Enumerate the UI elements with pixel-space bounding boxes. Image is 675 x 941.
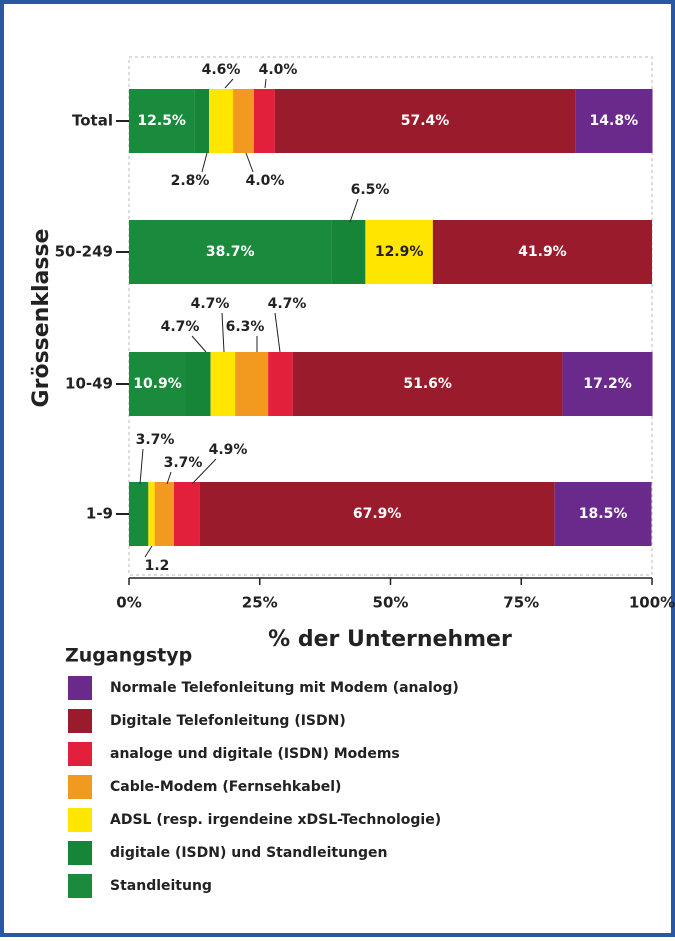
leader-line [191, 335, 207, 353]
leader-line [349, 198, 359, 223]
legend-label: Cable-Modem (Fernsehkabel) [110, 779, 341, 795]
bar-segment [129, 352, 187, 416]
legend-label: Digitale Telefonleitung (ISDN) [110, 713, 346, 729]
plot-frame [128, 56, 653, 576]
leader-line [201, 152, 208, 173]
bar-segment [186, 352, 211, 416]
value-label: 4.7% [191, 296, 230, 312]
bar-segment [268, 352, 293, 416]
legend-label: digitale (ISDN) und Standleitungen [110, 845, 388, 861]
value-label: 57.4% [401, 113, 450, 129]
legend-label: ADSL (resp. irgendeine xDSL-Technologie) [110, 812, 441, 828]
bar-segment [562, 352, 653, 416]
value-label: 4.9% [209, 442, 248, 458]
bar-segment [292, 352, 563, 416]
legend-swatch [68, 709, 92, 733]
leader-line [274, 312, 281, 353]
leader-line [191, 458, 217, 485]
leader-line [245, 152, 254, 173]
bar-segment [210, 352, 236, 416]
value-label: 4.7% [161, 319, 200, 335]
value-label: 4.0% [246, 173, 285, 189]
value-label: 17.2% [583, 376, 632, 392]
value-label: 12.5% [137, 113, 186, 129]
bar-segment [154, 482, 174, 546]
value-label: 14.8% [590, 113, 639, 129]
bar-segment [432, 220, 652, 284]
legend-swatch [68, 775, 92, 799]
legend-label: analoge und digitale (ISDN) Modems [110, 746, 400, 762]
bar-segment [129, 220, 332, 284]
bar-segment [554, 482, 652, 546]
bar-segment [148, 482, 155, 546]
value-label: 4.7% [268, 296, 307, 312]
x-tick-label: 0% [116, 594, 141, 612]
value-label: 2.8% [171, 173, 210, 189]
bar-segment [129, 482, 149, 546]
value-label: 51.6% [403, 376, 452, 392]
value-label: 4.6% [202, 62, 241, 78]
bar-segment [331, 220, 366, 284]
leader-line [166, 471, 172, 485]
leader-line [144, 545, 153, 558]
bar-segment [274, 89, 576, 153]
legend-label: Normale Telefonleitung mit Modem (analog… [110, 680, 459, 696]
y-tick-label: 1-9 [86, 505, 113, 523]
y-tick-label: 10-49 [65, 375, 113, 393]
x-tick-label: 25% [242, 594, 278, 612]
bar-segment [235, 352, 269, 416]
x-tick-label: 75% [503, 594, 539, 612]
leader-line [224, 78, 234, 89]
bar-segment [253, 89, 275, 153]
bar-segment [194, 89, 210, 153]
x-axis-title: % der Unternehmer [268, 627, 512, 652]
bar-segment [365, 220, 433, 284]
bar-segment [129, 89, 195, 153]
y-tick-label: 50-249 [55, 243, 113, 261]
leader-line [221, 312, 225, 353]
value-label: 6.5% [351, 182, 390, 198]
x-tick-label: 50% [373, 594, 409, 612]
value-label: 18.5% [579, 506, 628, 522]
y-tick-label: Total [72, 112, 113, 130]
bar-segment [209, 89, 234, 153]
value-label: 6.3% [226, 319, 265, 335]
legend-swatch [68, 874, 92, 898]
legend-swatch [68, 742, 92, 766]
value-label: 10.9% [133, 376, 182, 392]
value-label: 67.9% [353, 506, 402, 522]
leader-line [264, 78, 267, 89]
bar-segment [199, 482, 555, 546]
legend-label: Standleitung [110, 878, 212, 894]
value-label: 1.2 [145, 558, 170, 574]
legend-swatch [68, 808, 92, 832]
value-label: 3.7% [136, 432, 175, 448]
value-label: 12.9% [375, 244, 424, 260]
legend-swatch [68, 676, 92, 700]
value-label: 41.9% [518, 244, 567, 260]
legend-title: Zugangstyp [65, 645, 192, 667]
legend-swatch [68, 841, 92, 865]
value-label: 38.7% [206, 244, 255, 260]
value-label: 4.0% [259, 62, 298, 78]
value-label: 3.7% [164, 455, 203, 471]
y-axis-title: Grössenklasse [29, 229, 54, 408]
leader-line [139, 448, 144, 485]
x-tick-label: 100% [629, 594, 675, 612]
bar-segment [173, 482, 200, 546]
bar-segment [233, 89, 254, 153]
bar-segment [575, 89, 653, 153]
